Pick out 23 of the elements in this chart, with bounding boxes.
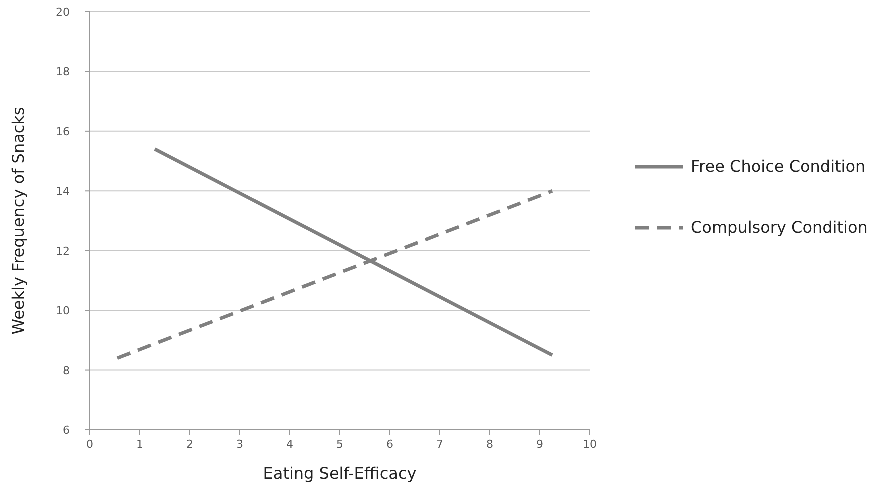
y-tick-label: 16 [56,125,70,138]
x-tick-label: 5 [336,438,344,451]
legend-label: Free Choice Condition [691,157,866,176]
y-tick-label: 14 [56,185,70,198]
x-tick-label: 10 [583,438,597,451]
x-tick-label: 8 [486,438,494,451]
y-tick-label: 12 [56,244,70,258]
x-tick-label: 7 [436,438,444,451]
x-tick-label: 4 [286,438,294,451]
y-tick-label: 8 [63,364,70,378]
y-axis-title: Weekly Frequency of Snacks [9,107,28,335]
x-tick-label: 6 [386,438,394,451]
x-tick-label: 9 [536,438,544,451]
x-tick-label: 1 [136,438,144,451]
y-tick-label: 6 [63,424,70,437]
y-tick-label: 18 [56,66,70,79]
x-tick-label: 3 [236,438,244,451]
x-axis-title: Eating Self-Efficacy [263,464,417,483]
x-tick-label: 0 [86,438,94,451]
x-tick-label: 2 [186,438,194,451]
legend-label: Compulsory Condition [691,218,868,237]
y-tick-label: 10 [56,304,70,318]
y-tick-label: 20 [56,6,70,19]
